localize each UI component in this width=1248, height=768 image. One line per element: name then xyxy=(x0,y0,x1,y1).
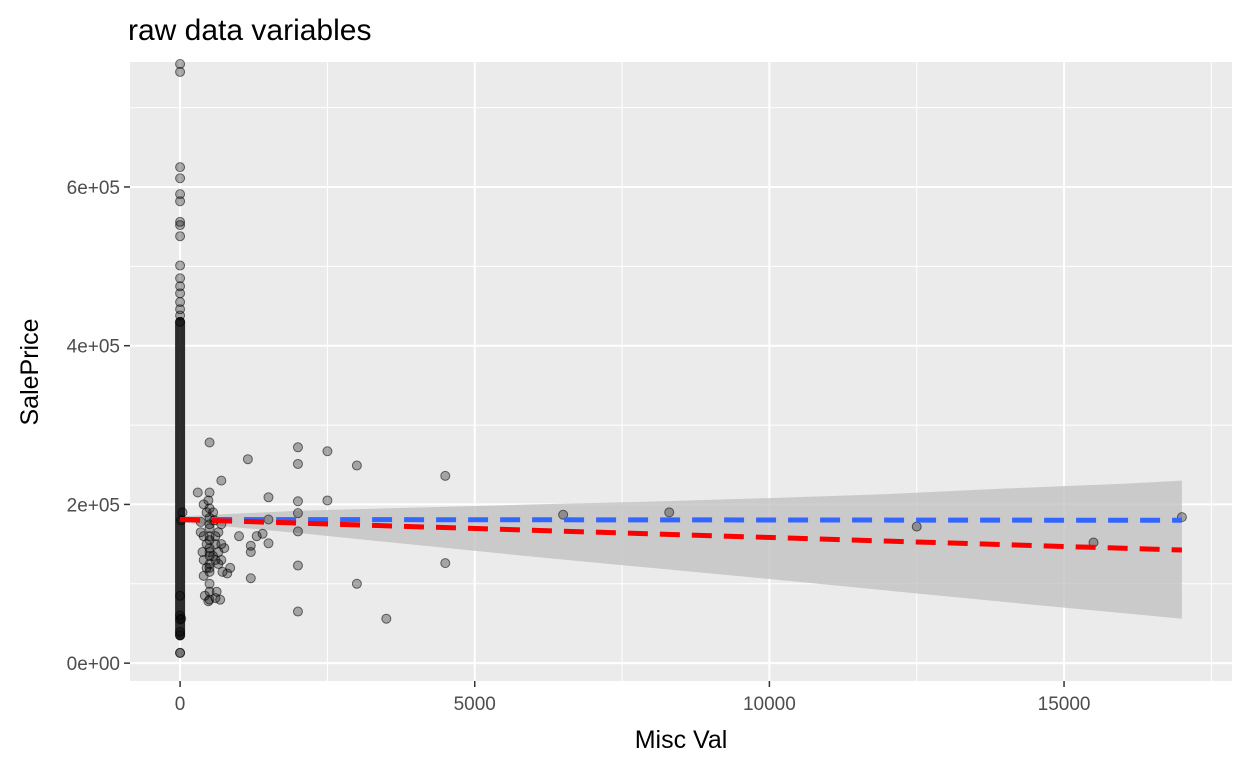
data-point xyxy=(175,162,186,173)
data-point xyxy=(215,594,226,605)
data-point xyxy=(911,521,922,532)
data-point xyxy=(351,460,362,471)
data-point xyxy=(175,58,186,69)
data-point xyxy=(192,487,203,498)
data-point xyxy=(175,590,186,601)
data-point xyxy=(292,606,303,617)
data-point xyxy=(204,578,215,589)
data-point xyxy=(292,560,303,571)
confidence-band xyxy=(180,480,1182,619)
y-tick-label: 6e+05 xyxy=(67,178,120,199)
data-point xyxy=(222,568,233,579)
x-tick-label: 0 xyxy=(175,694,186,715)
data-point xyxy=(204,566,215,577)
data-point xyxy=(292,442,303,453)
data-point xyxy=(216,554,227,565)
data-point xyxy=(440,558,451,569)
data-point xyxy=(175,630,186,641)
data-point xyxy=(219,543,230,554)
data-point xyxy=(263,538,274,549)
data-point xyxy=(351,578,362,589)
data-point xyxy=(292,496,303,507)
data-point xyxy=(175,216,186,227)
x-axis: 0 5000 10000 15000 xyxy=(175,681,1091,715)
data-point xyxy=(664,507,675,518)
data-point xyxy=(263,492,274,503)
data-point xyxy=(175,316,186,327)
data-point xyxy=(175,281,186,292)
data-point xyxy=(292,508,303,519)
data-point xyxy=(322,495,333,506)
x-tick-label: 15000 xyxy=(1038,694,1091,715)
x-axis-title: Misc Val xyxy=(635,726,728,754)
x-tick-label: 5000 xyxy=(454,694,496,715)
data-point xyxy=(175,288,186,299)
chart-title: raw data variables xyxy=(128,14,371,47)
data-point xyxy=(257,528,268,539)
data-point xyxy=(292,526,303,537)
data-point xyxy=(175,66,186,77)
data-point xyxy=(175,260,186,271)
data-point xyxy=(208,507,219,518)
data-point xyxy=(381,613,392,624)
data-point xyxy=(322,446,333,457)
minor-gridlines xyxy=(130,62,1232,681)
data-point xyxy=(175,196,186,207)
data-point xyxy=(242,454,253,465)
y-tick-label: 2e+05 xyxy=(67,495,120,516)
data-point xyxy=(203,495,214,506)
y-axis-title: SalePrice xyxy=(16,319,44,426)
zero-value-points xyxy=(175,58,186,641)
data-point xyxy=(558,509,569,520)
data-point xyxy=(175,647,186,658)
data-point xyxy=(176,613,187,624)
data-point xyxy=(251,531,262,542)
data-point xyxy=(204,586,215,597)
data-point xyxy=(175,626,186,637)
data-point xyxy=(175,189,186,200)
data-point xyxy=(225,562,236,573)
data-point xyxy=(177,507,188,518)
data-point xyxy=(175,231,186,242)
data-point xyxy=(440,470,451,481)
data-point xyxy=(245,547,256,558)
data-point xyxy=(175,273,186,284)
y-tick-label: 4e+05 xyxy=(67,337,120,358)
data-point xyxy=(175,297,186,308)
x-tick-label: 10000 xyxy=(743,694,796,715)
data-points xyxy=(175,437,1187,658)
data-point xyxy=(204,562,215,573)
data-point xyxy=(292,458,303,469)
data-point xyxy=(204,487,215,498)
confidence-band-area xyxy=(180,480,1182,619)
data-point xyxy=(245,573,256,584)
data-point xyxy=(204,437,215,448)
y-axis: 0e+00 2e+05 4e+05 6e+05 xyxy=(67,178,130,675)
data-point xyxy=(175,220,186,231)
data-point xyxy=(216,475,227,486)
blue-fit-line xyxy=(180,517,1182,523)
y-tick-label: 0e+00 xyxy=(67,654,120,675)
fit-lines xyxy=(180,517,1182,553)
red-fit-line xyxy=(180,517,1182,553)
data-point xyxy=(204,523,215,534)
data-point xyxy=(204,594,215,605)
data-point xyxy=(175,173,186,184)
data-point xyxy=(263,514,274,525)
data-point xyxy=(234,531,245,542)
